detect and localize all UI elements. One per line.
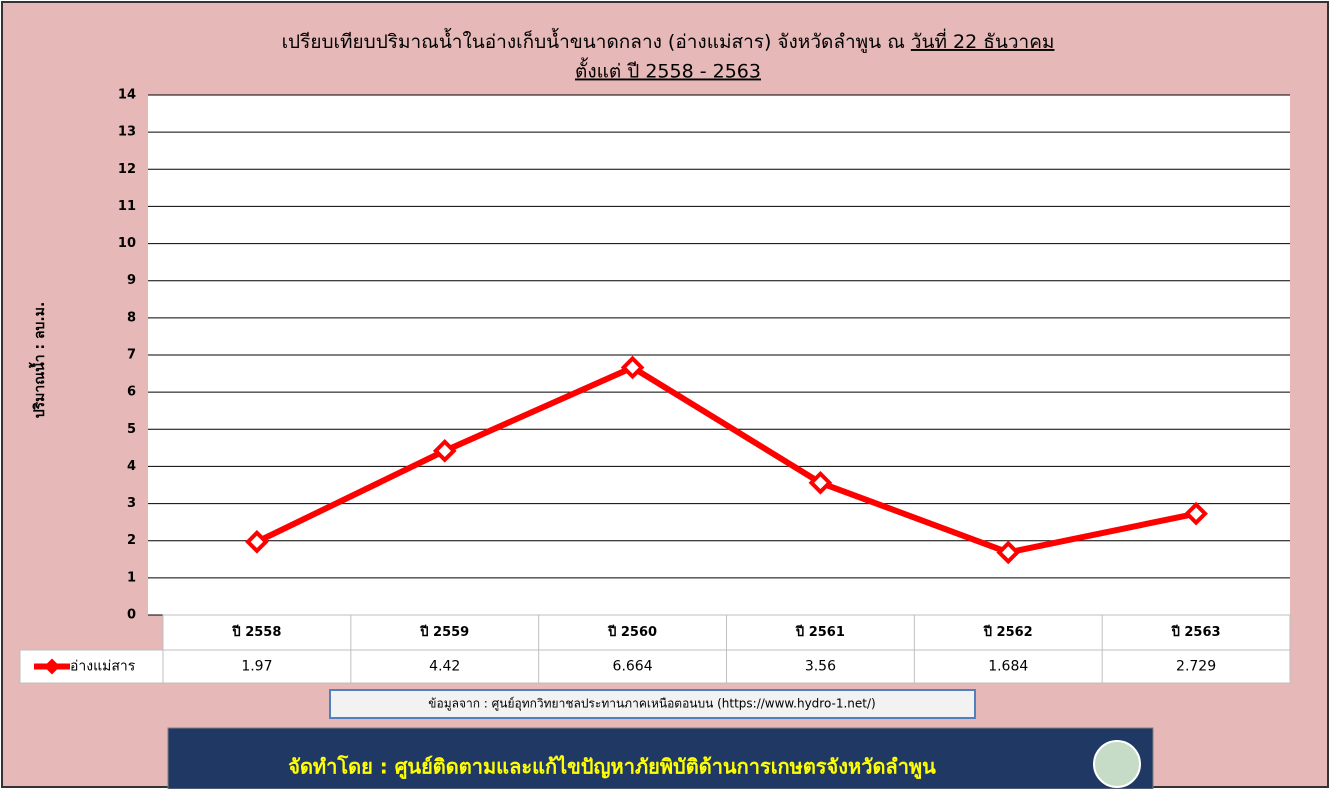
y-tick-label: 1 [127,570,136,585]
y-tick-label: 6 [127,385,136,400]
y-tick-label: 2 [127,533,136,548]
table-value: 4.42 [429,659,460,675]
table-value: 3.56 [805,659,836,675]
marker [1184,501,1208,526]
x-tick-label: ปี 2560 [607,624,657,640]
y-tick-label: 12 [118,162,136,177]
legend-label: อ่างแม่สาร [70,659,136,675]
y-tick-label: 8 [127,310,136,325]
x-tick-label: ปี 2563 [1171,624,1221,640]
marker [245,530,269,554]
legend-marker [44,658,60,675]
y-tick-label: 7 [127,348,136,363]
title-text: เปรียบเทียบปริมาณน้ำในอ่างเก็บน้ำขนาดกลา… [282,28,905,53]
chart-subtitle: ตั้งแต่ ปี 2558 - 2563 [575,58,761,83]
marker [432,439,457,463]
table-value: 1.97 [241,659,272,675]
title-date: วันที่ 22 ธันวาคม [911,28,1055,53]
y-tick-label: 3 [127,496,136,511]
chart-title: เปรียบเทียบปริมาณน้ำในอ่างเก็บน้ำขนาดกลา… [282,28,1055,53]
series-line [255,364,1197,556]
y-axis-label: ปริมาณน้ำ : ลบ.ม. [28,302,48,419]
x-tick-label: ปี 2559 [419,624,469,640]
y-tick-label: 9 [127,273,136,288]
y-tick-label: 0 [127,608,136,623]
source-note: ข้อมูลจาก : ศูนย์อุทกวิทยาชลประทานภาคเหน… [428,697,875,712]
logo [1093,740,1141,788]
y-tick-label: 10 [118,236,136,251]
footer-text: จัดทำโดย : ศูนย์ติดตามและแก้ไขปัญหาภัยพิ… [288,755,936,781]
y-tick-label: 14 [118,88,136,103]
x-tick-label: ปี 2561 [795,624,845,640]
y-tick-label: 13 [118,125,136,140]
source-box [329,689,976,719]
x-tick-label: ปี 2558 [231,624,281,640]
table-value: 6.664 [613,659,653,675]
table-value: 2.729 [1176,659,1216,675]
y-tick-label: 11 [118,199,136,214]
marker [808,470,833,495]
table-value: 1.684 [988,659,1028,675]
footer-box [167,727,1154,789]
y-tick-label: 4 [127,459,136,474]
y-tick-label: 5 [127,422,136,437]
marker [996,540,1021,565]
marker [620,355,645,380]
x-tick-label: ปี 2562 [983,624,1033,640]
